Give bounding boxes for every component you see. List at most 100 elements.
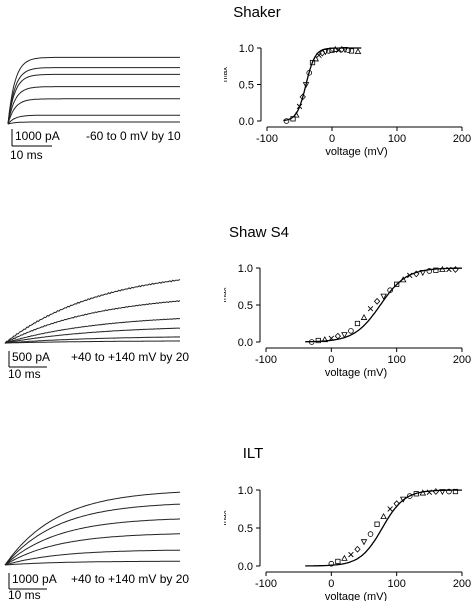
current-trace bbox=[4, 560, 180, 566]
data-point bbox=[290, 116, 296, 122]
gv-plot: -100 0 100 200 0.0 0.5 1.0 voltage (mV) G/Gmax bbox=[224, 43, 471, 158]
y-tick-label: 0.0 bbox=[239, 116, 254, 128]
data-point bbox=[338, 46, 345, 53]
x-tick-label: 0 bbox=[329, 133, 335, 145]
scale-current-label: 1000 pA bbox=[15, 129, 60, 143]
y-tick-label: 1.0 bbox=[239, 43, 254, 55]
trace-group bbox=[4, 278, 181, 344]
current-trace bbox=[5, 340, 180, 344]
data-point bbox=[348, 328, 354, 334]
x-tick-label: -100 bbox=[255, 578, 277, 590]
data-point bbox=[354, 545, 361, 553]
y-tick-label: 0.5 bbox=[238, 523, 253, 535]
y-tick-label: 0.5 bbox=[239, 80, 254, 92]
panel-title: ILT bbox=[242, 445, 264, 462]
current-trace bbox=[7, 86, 180, 125]
data-point bbox=[335, 558, 341, 565]
current-trace bbox=[4, 518, 180, 566]
current-trace bbox=[4, 549, 181, 566]
data-point bbox=[354, 320, 361, 327]
data-point bbox=[380, 293, 387, 300]
data-point bbox=[407, 272, 413, 279]
data-point bbox=[345, 47, 352, 53]
scale-time-label: 10 ms bbox=[8, 367, 41, 381]
x-tick-label: -100 bbox=[255, 354, 277, 366]
y-axis-label: G/Gmax bbox=[224, 287, 228, 322]
protocol-label: +40 to +140 mV by 20 bbox=[71, 350, 189, 364]
current-trace bbox=[4, 491, 181, 566]
data-point bbox=[360, 313, 368, 320]
y-tick-label: 1.0 bbox=[238, 485, 253, 497]
data-point bbox=[419, 489, 427, 496]
data-point bbox=[328, 560, 335, 567]
data-point bbox=[283, 118, 290, 124]
y-axis-label-subscript: max bbox=[224, 67, 229, 82]
x-tick-label: -100 bbox=[256, 133, 278, 145]
data-point bbox=[299, 93, 306, 101]
data-point bbox=[419, 270, 427, 277]
data-point bbox=[328, 335, 335, 342]
y-tick-label: 0.0 bbox=[238, 337, 253, 349]
current-trace bbox=[4, 336, 181, 344]
data-point bbox=[399, 276, 407, 283]
y-axis-label-subscript: max bbox=[224, 287, 228, 302]
data-point bbox=[399, 496, 407, 503]
y-axis-label: G/Gmax bbox=[224, 67, 229, 102]
data-point bbox=[315, 337, 321, 344]
data-point bbox=[426, 268, 433, 274]
current-trace bbox=[7, 67, 180, 125]
current-trace bbox=[5, 327, 181, 344]
data-point bbox=[374, 521, 380, 527]
data-point bbox=[452, 266, 459, 273]
data-point bbox=[406, 493, 413, 499]
panel-title: Shaw S4 bbox=[228, 224, 290, 241]
current-trace bbox=[4, 300, 181, 344]
data-point bbox=[393, 500, 400, 508]
data-point bbox=[413, 491, 419, 497]
data-point bbox=[373, 297, 381, 305]
data-point bbox=[367, 305, 374, 312]
current-trace bbox=[4, 317, 181, 344]
current-traces: 1000 pA 10 ms -60 to 0 mV by 10 bbox=[7, 56, 181, 162]
data-point bbox=[387, 506, 393, 512]
data-point bbox=[348, 48, 355, 54]
x-axis-label: voltage (mV) bbox=[325, 146, 387, 158]
panel-shaker: Shaker 1000 pA 10 ms -60 to 0 mV by 10 -… bbox=[0, 0, 474, 195]
data-point bbox=[312, 55, 320, 62]
boltzmann-fit-line bbox=[305, 267, 463, 343]
data-point bbox=[316, 52, 322, 59]
data-point bbox=[446, 488, 452, 495]
current-trace bbox=[4, 533, 180, 566]
data-point bbox=[325, 48, 332, 54]
current-trace bbox=[7, 114, 180, 125]
data-point bbox=[329, 47, 335, 53]
current-trace bbox=[7, 56, 180, 125]
x-tick-label: 0 bbox=[328, 578, 334, 590]
data-point bbox=[306, 70, 313, 76]
data-point bbox=[433, 267, 439, 273]
x-tick-label: 200 bbox=[453, 354, 471, 366]
scale-current-label: 1000 pA bbox=[12, 572, 57, 586]
data-point bbox=[309, 60, 316, 66]
data-point bbox=[446, 266, 452, 273]
data-point bbox=[334, 332, 342, 340]
y-tick-label: 1.0 bbox=[238, 263, 253, 275]
data-point bbox=[394, 281, 400, 287]
data-point bbox=[452, 488, 459, 495]
data-point bbox=[439, 265, 446, 272]
data-point bbox=[341, 554, 348, 561]
y-tick-label: 0.5 bbox=[238, 300, 253, 312]
data-point bbox=[367, 531, 374, 537]
x-tick-label: 200 bbox=[453, 133, 471, 145]
data-point bbox=[354, 48, 362, 55]
data-point bbox=[296, 103, 303, 110]
panel-title: Shaker bbox=[233, 4, 281, 21]
data-point bbox=[331, 45, 339, 52]
x-tick-label: 100 bbox=[388, 133, 406, 145]
trace-group bbox=[7, 56, 180, 125]
data-point bbox=[413, 270, 420, 278]
y-axis-label: G/Gmax bbox=[224, 510, 228, 545]
scale-current-label: 500 pA bbox=[12, 350, 50, 364]
protocol-label: -60 to 0 mV by 10 bbox=[86, 129, 181, 143]
data-point bbox=[348, 551, 354, 558]
